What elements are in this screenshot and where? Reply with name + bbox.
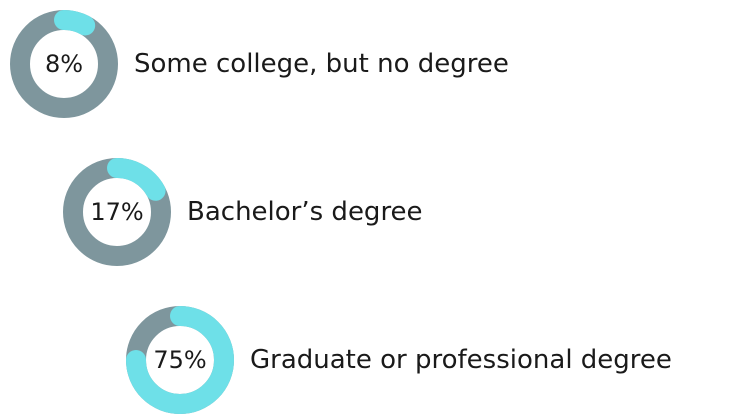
category-label: Bachelor’s degree — [187, 197, 423, 227]
value-label: 75% — [153, 346, 206, 374]
donut-arc — [107, 158, 166, 201]
category-label: Some college, but no degree — [134, 49, 509, 79]
donut-arc — [126, 306, 234, 414]
donut-arc — [54, 10, 96, 36]
category-label: Graduate or professional degree — [250, 345, 672, 375]
value-label: 8% — [45, 50, 83, 78]
value-label: 17% — [90, 198, 143, 226]
